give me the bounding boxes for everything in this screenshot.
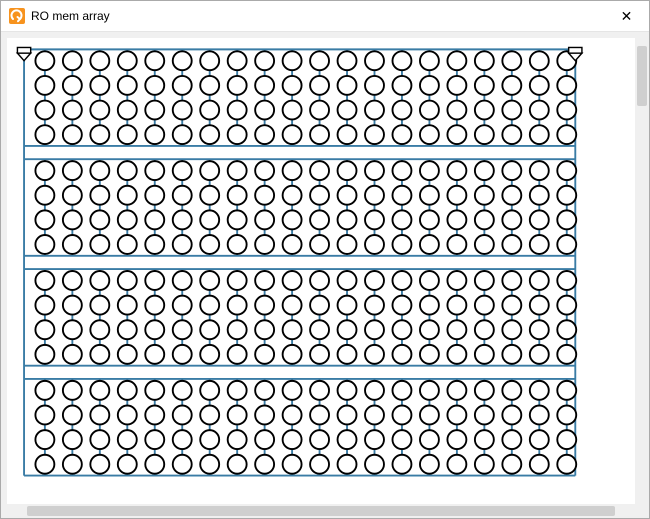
diagram-canvas[interactable] (7, 38, 635, 504)
horizontal-scrollbar[interactable] (7, 504, 635, 518)
titlebar: RO mem array ✕ (1, 1, 649, 32)
client-area (1, 32, 649, 518)
window-title: RO mem array (31, 9, 604, 23)
app-icon (9, 8, 25, 24)
vertical-scrollbar[interactable] (635, 38, 649, 504)
close-button[interactable]: ✕ (604, 1, 649, 31)
close-icon: ✕ (621, 8, 633, 25)
vertical-scroll-thumb[interactable] (637, 46, 647, 106)
app-window: RO mem array ✕ (0, 0, 650, 519)
horizontal-scroll-thumb[interactable] (27, 506, 615, 516)
